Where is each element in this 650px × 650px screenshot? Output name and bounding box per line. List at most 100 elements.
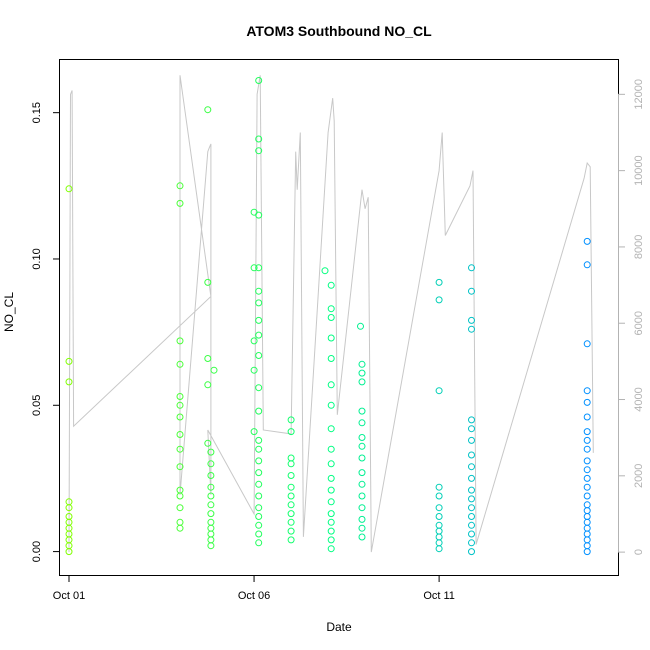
data-point — [255, 492, 263, 500]
data-point — [358, 524, 366, 532]
data-point — [207, 472, 215, 479]
data-point — [207, 460, 215, 468]
data-point — [468, 436, 475, 444]
data-point — [255, 457, 263, 465]
data-point — [255, 135, 263, 143]
data-point — [468, 325, 475, 333]
data-point — [358, 480, 366, 488]
data-point — [210, 366, 218, 374]
data-point — [176, 393, 184, 400]
data-point — [358, 378, 366, 386]
data-point — [176, 463, 184, 471]
data-point — [583, 548, 591, 556]
data-point — [468, 416, 475, 424]
data-point — [255, 264, 263, 272]
data-point — [327, 425, 335, 433]
x-tick-label: Oct 01 — [53, 590, 85, 602]
y2-tick-label: 10000 — [633, 155, 645, 186]
data-point — [65, 378, 73, 386]
y-axis-label: NO_CL — [2, 292, 16, 332]
data-point — [435, 527, 443, 535]
data-point — [207, 542, 215, 550]
data-point — [255, 331, 263, 339]
data-point — [358, 419, 366, 427]
data-point — [358, 407, 366, 415]
y2-tick-label: 2000 — [633, 464, 645, 488]
data-point — [204, 278, 212, 286]
data-point — [583, 445, 591, 453]
data-point — [65, 504, 73, 512]
data-point — [207, 524, 215, 532]
data-point — [583, 530, 591, 538]
data-point — [287, 454, 295, 462]
data-point — [65, 185, 73, 193]
data-point — [358, 492, 366, 500]
data-point — [287, 472, 295, 479]
data-point — [583, 428, 591, 436]
data-point — [255, 299, 263, 307]
data-point — [250, 264, 258, 272]
y2-tick-label: 6000 — [633, 311, 645, 335]
altitude-lines — [68, 75, 594, 553]
axes: Oct 01 Oct 06 Oct 11 0.00 0.05 0.10 0.15 0 2000 4… — [31, 79, 645, 602]
data-point — [468, 548, 475, 556]
data-point — [250, 366, 258, 374]
data-point — [287, 416, 295, 424]
data-point — [583, 466, 591, 474]
data-point — [176, 445, 184, 453]
y-tick-label: 0.05 — [31, 395, 43, 416]
data-point — [468, 486, 475, 494]
data-point — [468, 463, 475, 471]
data-point — [287, 428, 295, 436]
data-point — [327, 314, 335, 321]
data-point — [255, 521, 263, 529]
data-point — [65, 357, 73, 365]
x-tick-label: Oct 11 — [423, 590, 455, 602]
data-point — [435, 492, 443, 500]
data-point — [176, 360, 184, 368]
data-point — [255, 352, 263, 359]
data-point — [358, 533, 366, 541]
data-points — [65, 77, 591, 556]
data-point — [327, 401, 335, 409]
plot-frame — [59, 59, 619, 576]
data-point — [358, 469, 366, 477]
data-point — [583, 536, 591, 544]
data-point — [327, 334, 335, 342]
data-point — [358, 504, 366, 512]
data-point — [468, 316, 475, 324]
data-point — [204, 439, 212, 447]
data-point — [65, 548, 73, 556]
data-point — [204, 355, 212, 362]
data-point — [468, 539, 475, 547]
data-point — [255, 539, 263, 547]
data-point — [435, 521, 443, 529]
data-point — [583, 398, 591, 406]
data-point — [207, 483, 215, 491]
data-point — [287, 501, 295, 509]
data-point — [287, 518, 295, 526]
data-point — [207, 510, 215, 518]
data-point — [583, 501, 591, 509]
data-point — [327, 536, 335, 544]
data-point — [327, 545, 335, 553]
data-point — [583, 340, 591, 348]
y2-tick-label: 8000 — [633, 235, 645, 259]
y2-tick-label: 12000 — [633, 79, 645, 110]
data-point — [255, 287, 263, 295]
data-point — [255, 513, 263, 520]
data-point — [435, 483, 443, 491]
data-point — [287, 536, 295, 544]
data-point — [207, 536, 215, 544]
altitude-line — [68, 75, 594, 553]
data-point — [255, 530, 263, 538]
data-point — [583, 492, 591, 500]
x-tick-label: Oct 06 — [238, 590, 270, 602]
data-point — [357, 322, 364, 330]
data-point — [435, 545, 443, 553]
data-point — [583, 436, 591, 444]
data-point — [327, 498, 335, 506]
data-point — [327, 460, 335, 468]
data-point — [358, 515, 366, 523]
data-point — [255, 384, 263, 392]
